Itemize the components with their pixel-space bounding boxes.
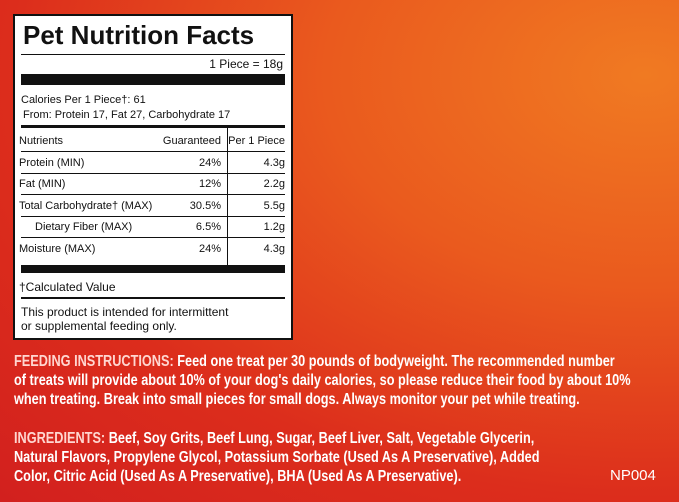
row-rule	[21, 237, 285, 238]
nutrient: Protein (MIN)	[19, 156, 85, 169]
feeding-line: when treating. Break into small pieces f…	[14, 391, 580, 408]
guaranteed: Guaranteed	[162, 135, 221, 147]
panel-title: Pet Nutrition Facts	[23, 20, 255, 50]
per-piece: 5.5g	[263, 199, 285, 212]
thick-rule	[21, 265, 285, 273]
per-piece: 1.2g	[263, 221, 285, 233]
row-rule	[21, 172, 285, 174]
per-piece: 2.2g	[263, 178, 285, 190]
rule	[21, 297, 285, 299]
rule	[21, 125, 285, 128]
nutrient: Dietary Fiber (MAX)	[35, 221, 133, 233]
guaranteed: 12%	[198, 178, 221, 190]
note-line: or supplemental feeding only.	[21, 319, 177, 333]
product-code: NP004	[610, 467, 656, 484]
column-rule	[227, 128, 228, 265]
calories-from: From: Protein 17, Fat 27, Carbohydrate 1…	[23, 109, 231, 121]
guaranteed: 30.5%	[189, 199, 221, 212]
nutrition-panel: Pet Nutrition Facts 1 Piece = 18g Calori…	[13, 14, 293, 340]
guaranteed: 24%	[198, 156, 221, 169]
calories: Calories Per 1 Piece†: 61	[21, 94, 146, 106]
per-piece: 4.3g	[263, 156, 285, 169]
footnote: †Calculated Value	[19, 280, 116, 294]
per-piece: Per 1 Piece	[228, 135, 285, 147]
nutrient: Moisture (MAX)	[19, 242, 96, 255]
rule	[21, 54, 285, 55]
serving: 1 Piece = 18g	[209, 57, 283, 71]
feeding-label: FEEDING INSTRUCTIONS:	[14, 353, 174, 370]
nutrient: Fat (MIN)	[19, 178, 66, 190]
guaranteed: 24%	[198, 242, 221, 255]
feeding-line: Feed one treat per 30 pounds of bodyweig…	[177, 353, 615, 370]
feeding-instructions: FEEDING INSTRUCTIONS: Feed one treat per…	[14, 352, 666, 409]
row-rule	[21, 215, 285, 217]
row-rule	[21, 151, 285, 152]
row-rule	[21, 194, 285, 195]
ingredients: INGREDIENTS: Beef, Soy Grits, Beef Lung,…	[14, 429, 666, 486]
per-piece: 4.3g	[263, 242, 285, 255]
ingredients-line: Beef, Soy Grits, Beef Lung, Sugar, Beef …	[108, 430, 535, 447]
ingredients-line: Natural Flavors, Propylene Glycol, Potas…	[14, 449, 540, 466]
ingredients-label: INGREDIENTS:	[14, 430, 106, 447]
feeding-line: of treats will provide about 10% of your…	[14, 372, 631, 389]
thick-rule	[21, 74, 285, 85]
guaranteed: 6.5%	[195, 221, 221, 233]
ingredients-line: Color, Citric Acid (Used As A Preservati…	[14, 468, 462, 485]
note-line: This product is intended for intermitten…	[21, 305, 229, 319]
nutrient: Nutrients	[19, 135, 64, 147]
nutrient: Total Carbohydrate† (MAX)	[19, 199, 153, 212]
